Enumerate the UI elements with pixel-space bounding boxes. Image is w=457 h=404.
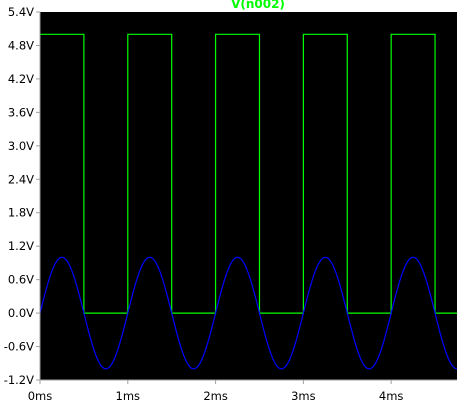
y-tick-label: 2.4V (8, 172, 34, 186)
y-tick-label: 5.4V (8, 5, 34, 19)
y-tick-label: 0.0V (8, 306, 34, 320)
series-square-wave[interactable] (40, 33, 457, 314)
x-tick-label: 4ms (379, 389, 404, 403)
y-tick-label: 4.2V (8, 72, 34, 86)
y-tick-label: -0.6V (4, 340, 34, 354)
y-tick-label: 1.8V (8, 206, 34, 220)
series-sine-wave[interactable] (39, 256, 457, 370)
y-tick-label: -1.2V (4, 373, 34, 387)
y-tick-label: 4.8V (8, 38, 34, 52)
x-axis: 0ms 1ms 2ms 3ms 4ms (28, 380, 404, 403)
x-tick-label: 2ms (203, 389, 228, 403)
y-tick-label: 1.2V (8, 239, 34, 253)
plot-area[interactable] (40, 12, 457, 380)
y-tick-label: 0.6V (8, 273, 34, 287)
x-tick-label: 3ms (291, 389, 316, 403)
x-tick-label: 0ms (28, 389, 53, 403)
y-tick-label: 3.0V (8, 139, 34, 153)
chart-title: V(n002) (231, 0, 285, 11)
series-layer (39, 33, 457, 370)
x-tick-label: 1ms (116, 389, 141, 403)
y-axis: 5.4V 4.8V 4.2V 3.6V 3.0V 2.4V 1.8V 1.2V 0.6V 0.0V… (4, 5, 40, 387)
y-tick-label: 3.6V (8, 105, 34, 119)
